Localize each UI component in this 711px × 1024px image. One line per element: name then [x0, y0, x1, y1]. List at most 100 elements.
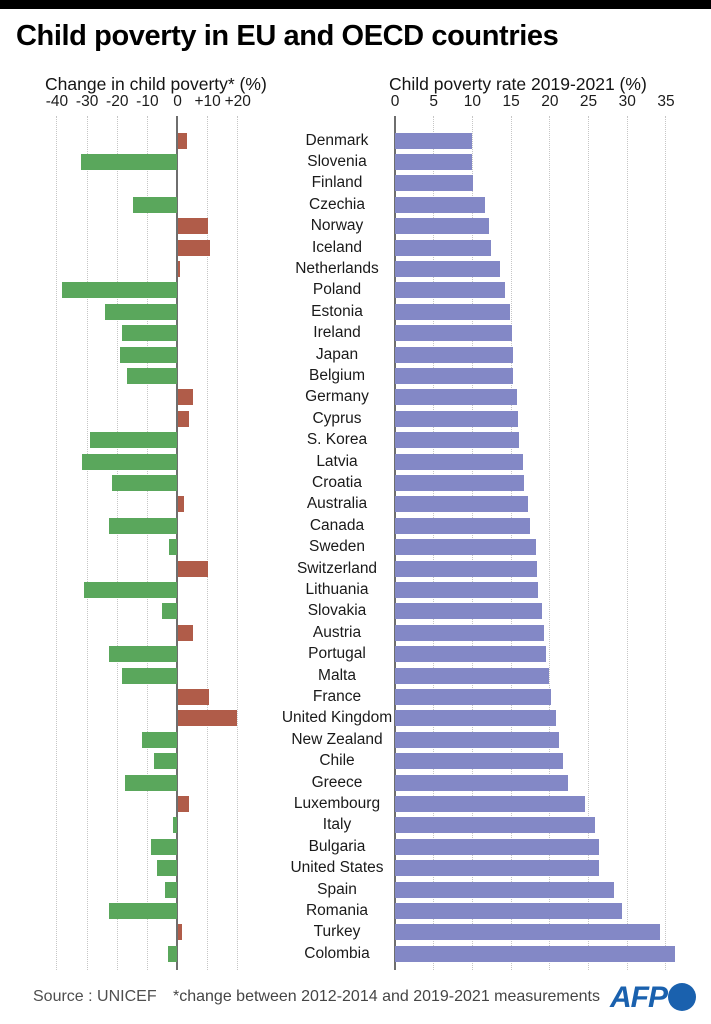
rate-bar [395, 432, 519, 449]
country-label: Portugal [308, 645, 366, 663]
rate-bar [395, 325, 512, 342]
rate-bar [395, 282, 505, 299]
rate-bar [395, 838, 599, 855]
change-bar [109, 646, 178, 663]
country-label: France [312, 687, 362, 705]
rate-bar [395, 153, 473, 170]
change-bar [177, 410, 190, 427]
change-bar [177, 132, 188, 149]
change-bar [177, 239, 210, 256]
change-bar [108, 517, 178, 534]
change-bar [62, 282, 178, 299]
country-label: Lithuania [305, 580, 369, 598]
axis-tick-label: 0 [390, 93, 400, 110]
gridline [56, 116, 58, 970]
axis-tick-label: -10 [136, 93, 159, 110]
country-label: Australia [306, 495, 368, 513]
change-bar [84, 581, 178, 598]
country-label: Slovakia [307, 602, 367, 620]
country-label: United Kingdom [281, 709, 393, 727]
change-bar [167, 945, 178, 962]
country-label: Chile [319, 752, 355, 770]
country-label: United States [290, 859, 384, 877]
axis-tick-label: 25 [579, 93, 598, 110]
change-bar [111, 474, 178, 491]
gridline [626, 116, 628, 970]
country-label: Canada [309, 516, 365, 534]
gridline [86, 116, 88, 970]
country-label: Finland [311, 174, 363, 192]
change-bar [82, 453, 178, 470]
country-label: Romania [305, 901, 369, 919]
country-label: Norway [310, 217, 364, 235]
gridline [588, 116, 590, 970]
footnote-text: *change between 2012-2014 and 2019-2021 … [173, 988, 600, 1005]
country-label: Denmark [305, 131, 369, 149]
axis-tick-label: -30 [75, 93, 99, 110]
rate-bar [395, 239, 491, 256]
change-bar [119, 346, 178, 363]
gridline [116, 116, 118, 970]
change-bar [132, 196, 178, 213]
country-label: Poland [312, 281, 362, 299]
country-label: Greece [311, 773, 363, 791]
change-bar [154, 753, 178, 770]
country-label: Latvia [316, 452, 358, 470]
change-bar [126, 367, 178, 384]
afp-logo-text: AFP [610, 981, 668, 1014]
axis-tick-label: 0 [173, 93, 182, 110]
axis-tick-label: 35 [657, 93, 675, 110]
country-label: Bulgaria [308, 837, 366, 855]
axis-tick-label: -20 [106, 93, 129, 110]
axis-tick-label: 5 [429, 93, 439, 110]
rate-bar [395, 474, 525, 491]
axis-tick-label: 30 [618, 93, 636, 110]
source-text: Source : UNICEF [33, 988, 157, 1005]
country-label: Iceland [312, 238, 362, 256]
afp-logo: AFP [610, 981, 702, 1015]
country-label: Spain [317, 880, 357, 898]
axis-tick-label: +20 [224, 93, 251, 110]
change-bar [177, 389, 193, 406]
zero-axis [393, 116, 396, 970]
country-label: Switzerland [296, 559, 378, 577]
rate-bar [395, 132, 472, 149]
change-bar [104, 303, 178, 320]
country-label: Italy [322, 816, 352, 834]
country-label: Austria [312, 623, 362, 641]
change-bar [81, 153, 178, 170]
country-label: Estonia [311, 302, 363, 320]
top-accent-bar [0, 0, 711, 9]
axis-tick-label: -40 [45, 93, 69, 110]
country-label: Sweden [308, 538, 365, 556]
rate-bar [395, 346, 513, 363]
rate-bar [395, 774, 569, 791]
rate-bar [395, 624, 545, 641]
axis-tick-label: +10 [194, 93, 221, 110]
country-label: Malta [318, 666, 356, 684]
change-bar [177, 710, 237, 727]
country-label: Ireland [313, 324, 361, 342]
change-bar [122, 667, 178, 684]
change-bar [177, 218, 208, 235]
change-bar [156, 860, 178, 877]
rate-bar [395, 731, 560, 748]
axis-tick-label: 20 [541, 93, 559, 110]
rate-bar [395, 218, 489, 235]
change-bar [125, 774, 178, 791]
rate-bar [395, 367, 514, 384]
rate-bar [395, 945, 676, 962]
gridline [237, 116, 239, 970]
rate-bar [395, 710, 557, 727]
rate-bar [395, 881, 615, 898]
country-label: Belgium [309, 366, 365, 384]
rate-bar [395, 196, 485, 213]
country-label: Czechia [309, 195, 365, 213]
country-label: Luxembourg [293, 794, 381, 812]
change-bar [177, 795, 189, 812]
country-label: Colombia [304, 944, 370, 962]
rate-bar [395, 603, 543, 620]
rate-bar [395, 924, 660, 941]
gridline [207, 116, 209, 970]
change-bar [177, 688, 209, 705]
